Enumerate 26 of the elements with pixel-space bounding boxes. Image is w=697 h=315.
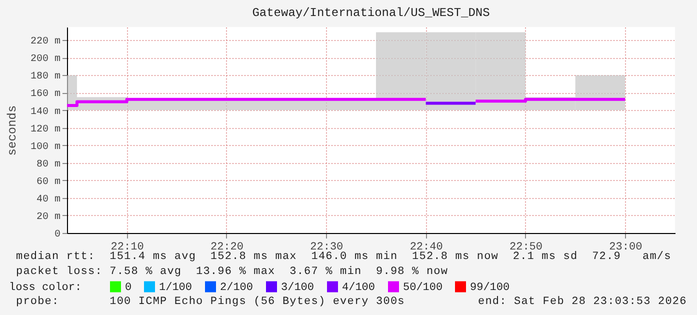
y-axis-title: seconds <box>5 105 20 156</box>
legend-label: 3/100 <box>281 282 314 294</box>
text: end: Sat Feb 28 23:03:53 2026 <box>478 296 687 308</box>
text: probe: 100 ICMP Echo Pings (56 Bytes) every 300s <box>16 296 405 308</box>
legend-label: 0 <box>125 282 132 294</box>
y-tick-label: 20 m <box>36 212 60 223</box>
y-tick-label: 60 m <box>36 176 60 188</box>
chart-title: Gateway/International/US_WEST_DNS <box>252 6 490 20</box>
legend-label: 1/100 <box>159 282 192 294</box>
legend-label: 4/100 <box>342 282 376 294</box>
legend-label: 99/100 <box>470 282 510 294</box>
y-tick-label: 180 m <box>30 72 60 83</box>
y-tick-label: 40 m <box>36 194 60 206</box>
y-tick-label: 220 m <box>30 36 60 48</box>
legend-label: 2/100 <box>220 282 254 294</box>
y-tick-label: 160 m <box>30 89 60 100</box>
y-tick-label: 0 <box>54 230 60 240</box>
text: packet loss: 7.58 % avg 13.96 % max 3.67 % min 9.98 % now <box>16 266 448 278</box>
y-tick-label: 80 m <box>36 159 60 170</box>
y-tick-label: 120 m <box>30 124 60 136</box>
y-tick-label: 200 m <box>30 54 60 66</box>
y-tick-label: 100 m <box>30 142 60 153</box>
legend-title: loss color: <box>9 282 82 294</box>
y-tick-label: 140 m <box>30 106 60 118</box>
legend-label: 50/100 <box>403 282 443 294</box>
text: median rtt: 151.4 ms avg 152.8 ms max 146.0 ms min 152.8 ms now 2.1 ms sd 72.9 am/s <box>16 251 672 263</box>
